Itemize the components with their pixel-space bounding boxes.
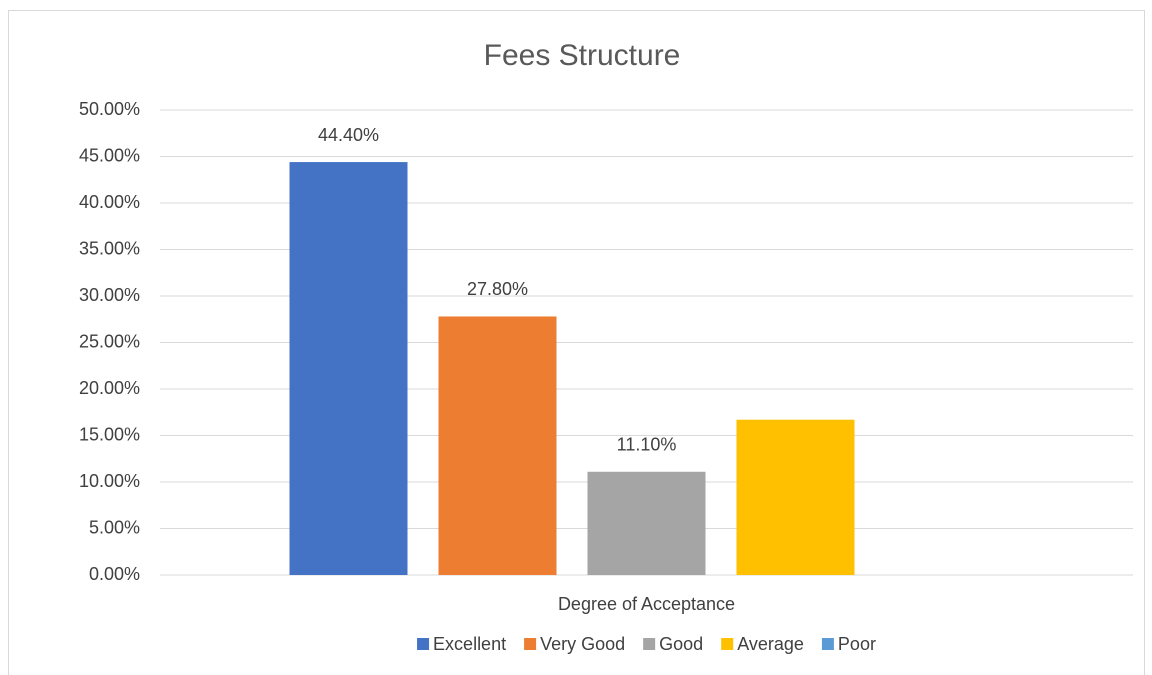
legend-label: Poor — [838, 634, 876, 654]
legend-swatch — [643, 638, 656, 650]
bar — [587, 471, 706, 575]
legend-label: Good — [659, 634, 703, 654]
y-tick-label: 40.00% — [79, 192, 140, 212]
bar — [289, 162, 408, 575]
legend-label: Excellent — [433, 634, 506, 654]
y-tick-label: 45.00% — [79, 145, 140, 165]
data-label: 27.80% — [467, 279, 528, 299]
legend-label: Very Good — [540, 634, 625, 654]
bar — [736, 419, 855, 575]
legend-swatch — [821, 638, 834, 650]
x-tick-label: Degree of Acceptance — [558, 594, 735, 614]
y-tick-label: 25.00% — [79, 331, 140, 351]
legend-swatch — [417, 638, 430, 650]
y-tick-label: 5.00% — [89, 517, 140, 537]
chart-title: Fees Structure — [484, 39, 681, 72]
y-tick-label: 10.00% — [79, 471, 140, 491]
y-tick-label: 30.00% — [79, 285, 140, 305]
data-label: 44.40% — [318, 125, 379, 145]
data-label: 11.10% — [617, 435, 677, 455]
y-tick-label: 20.00% — [79, 378, 140, 398]
legend-swatch — [721, 638, 734, 650]
legend-swatch — [524, 638, 537, 650]
legend-label: Average — [737, 634, 804, 654]
y-tick-label: 35.00% — [79, 238, 140, 258]
y-tick-label: 15.00% — [79, 424, 140, 444]
bar — [438, 316, 557, 575]
y-tick-label: 0.00% — [89, 564, 140, 584]
y-tick-label: 50.00% — [79, 99, 140, 119]
